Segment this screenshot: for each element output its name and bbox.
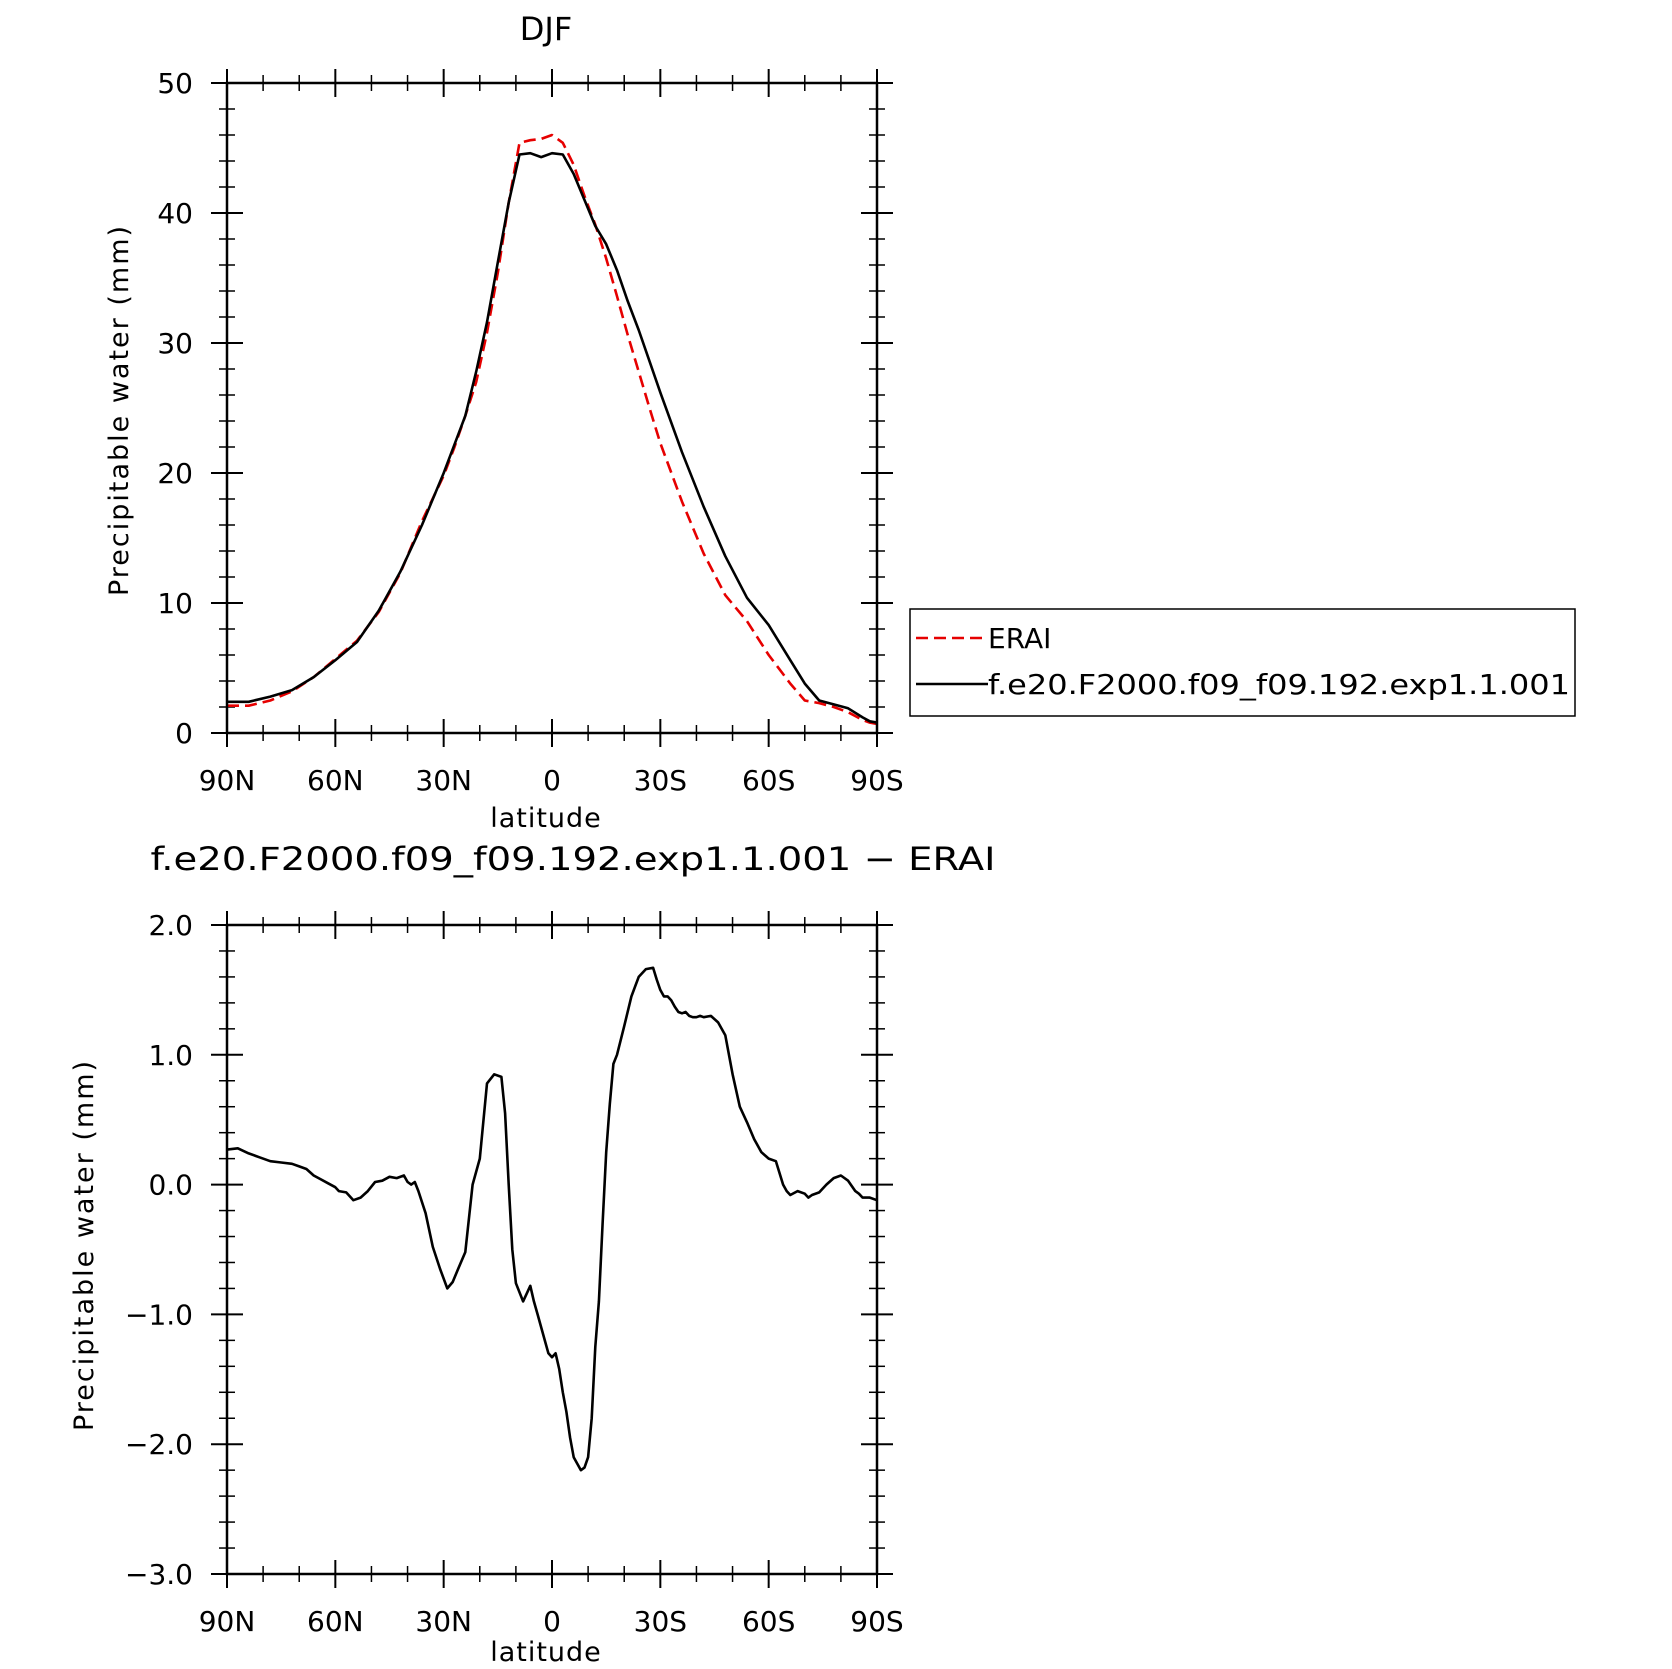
bottom-y-tick-label: −1.0 <box>125 1298 193 1331</box>
bottom-y-tick-label: 2.0 <box>148 909 193 942</box>
bottom-x-tick-label: 90N <box>199 1605 256 1638</box>
top-y-tick-label: 20 <box>157 457 193 490</box>
top-x-tick-label: 30S <box>634 764 687 797</box>
top-x-tick-label: 60N <box>307 764 364 797</box>
top-panel: DJF Precipitable water (mm) latitude 90N… <box>104 10 904 834</box>
legend-box <box>909 608 1576 717</box>
top-x-tick-label: 30N <box>415 764 472 797</box>
bottom-x-tick-label: 90S <box>850 1605 903 1638</box>
bottom-y-tick-label: 1.0 <box>148 1039 193 1072</box>
bottom-series-line-difference <box>227 966 877 1472</box>
bottom-plot-area: 90N 60N 30N 0 30S 60S 90S −3.0 −2.0 −1.0 0.0 1.0 2.0 <box>125 909 904 1638</box>
top-plot-area: 90N 60N 30N 0 30S 60S 90S 0 10 20 30 40 50 <box>157 67 903 797</box>
bottom-plot-frame <box>225 923 879 1576</box>
top-series-line-erai <box>227 133 877 726</box>
bottom-panel: f.e20.F2000.f09_f09.192.exp1.1.001 − ERA… <box>69 840 996 1668</box>
legend-label-erai: ERAI <box>988 622 1051 655</box>
top-x-tick-label: 90N <box>199 764 256 797</box>
bottom-chart-title: f.e20.F2000.f09_f09.192.exp1.1.001 − ERA… <box>151 840 996 878</box>
legend: ERAI f.e20.F2000.f09_f09.192.exp1.1.001 <box>909 608 1576 717</box>
top-y-tick-label: 40 <box>157 197 193 230</box>
bottom-x-tick-label: 0 <box>543 1605 561 1638</box>
bottom-x-axis-label: latitude <box>490 1637 602 1668</box>
top-y-tick-label: 50 <box>157 67 193 100</box>
bottom-y-tick-label: −3.0 <box>125 1558 193 1591</box>
top-y-tick-label: 10 <box>157 587 193 620</box>
top-x-tick-label: 90S <box>850 764 903 797</box>
top-chart-title: DJF <box>520 10 572 48</box>
top-plot-frame <box>225 81 879 735</box>
bottom-x-tick-label: 30N <box>415 1605 472 1638</box>
top-y-axis-label: Precipitable water (mm) <box>104 224 135 596</box>
bottom-x-tick-label: 60N <box>307 1605 364 1638</box>
bottom-y-axis-label: Precipitable water (mm) <box>69 1059 100 1431</box>
bottom-x-tick-label: 30S <box>634 1605 687 1638</box>
bottom-y-tick-label: −2.0 <box>125 1428 193 1461</box>
top-x-tick-label: 0 <box>543 764 561 797</box>
top-x-axis-label: latitude <box>490 803 602 834</box>
top-y-tick-label: 0 <box>175 717 193 750</box>
bottom-x-tick-label: 60S <box>742 1605 795 1638</box>
top-y-tick-label: 30 <box>157 327 193 360</box>
top-x-tick-label: 60S <box>742 764 795 797</box>
bottom-y-tick-label: 0.0 <box>148 1169 193 1202</box>
top-series-line-model <box>227 151 877 724</box>
legend-label-model: f.e20.F2000.f09_f09.192.exp1.1.001 <box>988 668 1570 701</box>
